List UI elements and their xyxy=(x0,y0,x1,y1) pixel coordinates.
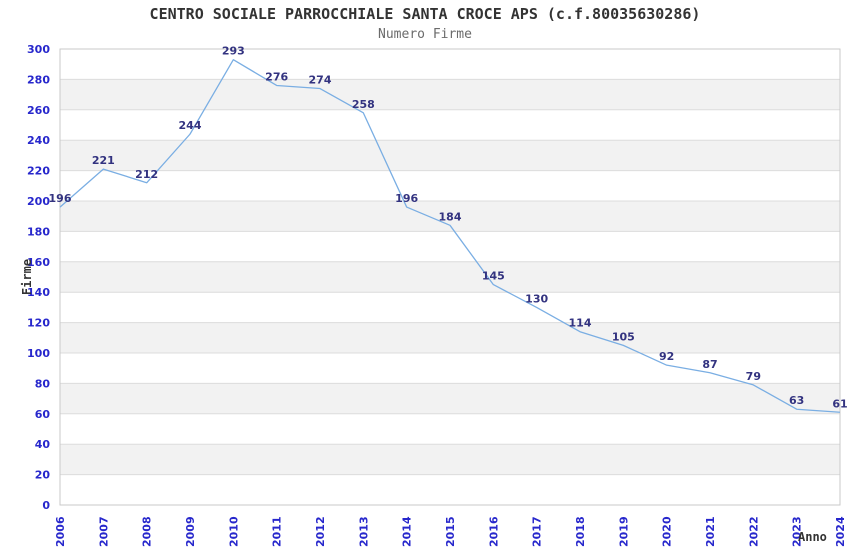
data-point-label: 196 xyxy=(49,192,72,205)
x-tick-label: 2007 xyxy=(97,516,110,547)
y-tick-label: 120 xyxy=(27,317,50,330)
x-tick-label: 2014 xyxy=(401,516,414,547)
y-tick-label: 100 xyxy=(27,347,50,360)
plot-band xyxy=(60,292,840,323)
data-point-label: 87 xyxy=(702,358,717,371)
x-tick-label: 2021 xyxy=(704,516,717,547)
data-point-label: 114 xyxy=(569,317,592,330)
y-tick-label: 300 xyxy=(27,43,50,56)
x-tick-label: 2009 xyxy=(184,516,197,547)
data-point-label: 130 xyxy=(525,292,548,305)
y-tick-label: 40 xyxy=(35,438,51,451)
plot-band xyxy=(60,231,840,262)
x-tick-label: 2011 xyxy=(271,516,284,547)
data-point-label: 212 xyxy=(135,168,158,181)
plot-band xyxy=(60,140,840,171)
y-tick-label: 160 xyxy=(27,256,50,269)
y-tick-label: 80 xyxy=(35,377,51,390)
data-point-label: 258 xyxy=(352,98,375,111)
chart-subtitle: Numero Firme xyxy=(378,27,472,42)
y-tick-label: 200 xyxy=(27,195,50,208)
y-tick-label: 220 xyxy=(27,165,50,178)
x-tick-label: 2022 xyxy=(747,516,760,547)
y-axis-title: Firme xyxy=(20,258,34,296)
plot-band xyxy=(60,261,840,293)
data-point-label: 145 xyxy=(482,270,505,283)
y-tick-label: 260 xyxy=(27,104,50,117)
x-tick-label: 2024 xyxy=(834,516,847,547)
y-tick-label: 20 xyxy=(35,469,51,482)
x-tick-label: 2008 xyxy=(141,516,154,547)
x-tick-label: 2012 xyxy=(314,516,327,547)
data-line xyxy=(59,58,841,413)
plot-band xyxy=(60,49,840,80)
x-tick-label: 2010 xyxy=(227,516,240,547)
plot-band xyxy=(60,322,840,353)
data-point-label: 105 xyxy=(612,330,635,343)
x-tick-label: 2023 xyxy=(791,516,804,547)
x-tick-label: 2015 xyxy=(444,516,457,547)
plot-band xyxy=(60,474,840,505)
data-point-label: 293 xyxy=(222,45,245,58)
x-tick-label: 2017 xyxy=(531,516,544,547)
data-point-label: 63 xyxy=(789,394,804,407)
data-point-label: 79 xyxy=(746,370,761,383)
data-point-label: 184 xyxy=(439,210,462,223)
data-point-label: 196 xyxy=(395,192,418,205)
data-point-label: 276 xyxy=(265,70,288,83)
y-tick-label: 180 xyxy=(27,225,50,238)
x-tick-label: 2020 xyxy=(661,516,674,547)
x-tick-label: 2006 xyxy=(54,516,67,547)
x-tick-label: 2013 xyxy=(357,516,370,547)
x-tick-label: 2016 xyxy=(487,516,500,547)
plot-band xyxy=(60,444,840,475)
data-point-label: 274 xyxy=(309,74,332,87)
y-tick-label: 60 xyxy=(35,408,51,421)
plot-band xyxy=(60,170,840,201)
data-point-label: 92 xyxy=(659,350,674,363)
data-point-label: 61 xyxy=(832,397,847,410)
plot-border xyxy=(59,48,841,506)
x-tick-label: 2018 xyxy=(574,516,587,547)
data-point-label: 221 xyxy=(92,154,115,167)
chart-title: CENTRO SOCIALE PARROCCHIALE SANTA CROCE … xyxy=(149,5,701,23)
plot-band xyxy=(60,353,840,384)
y-tick-label: 140 xyxy=(27,286,50,299)
data-point-label: 244 xyxy=(179,119,202,132)
x-tick-label: 2019 xyxy=(617,516,630,547)
y-tick-label: 0 xyxy=(42,499,50,512)
plot-band xyxy=(60,413,840,445)
y-tick-label: 240 xyxy=(27,134,50,147)
plot-band xyxy=(60,383,840,414)
plot-band xyxy=(60,109,840,141)
plot-band xyxy=(60,79,840,110)
y-tick-label: 280 xyxy=(27,73,50,86)
x-axis-title: Anno xyxy=(798,530,827,544)
